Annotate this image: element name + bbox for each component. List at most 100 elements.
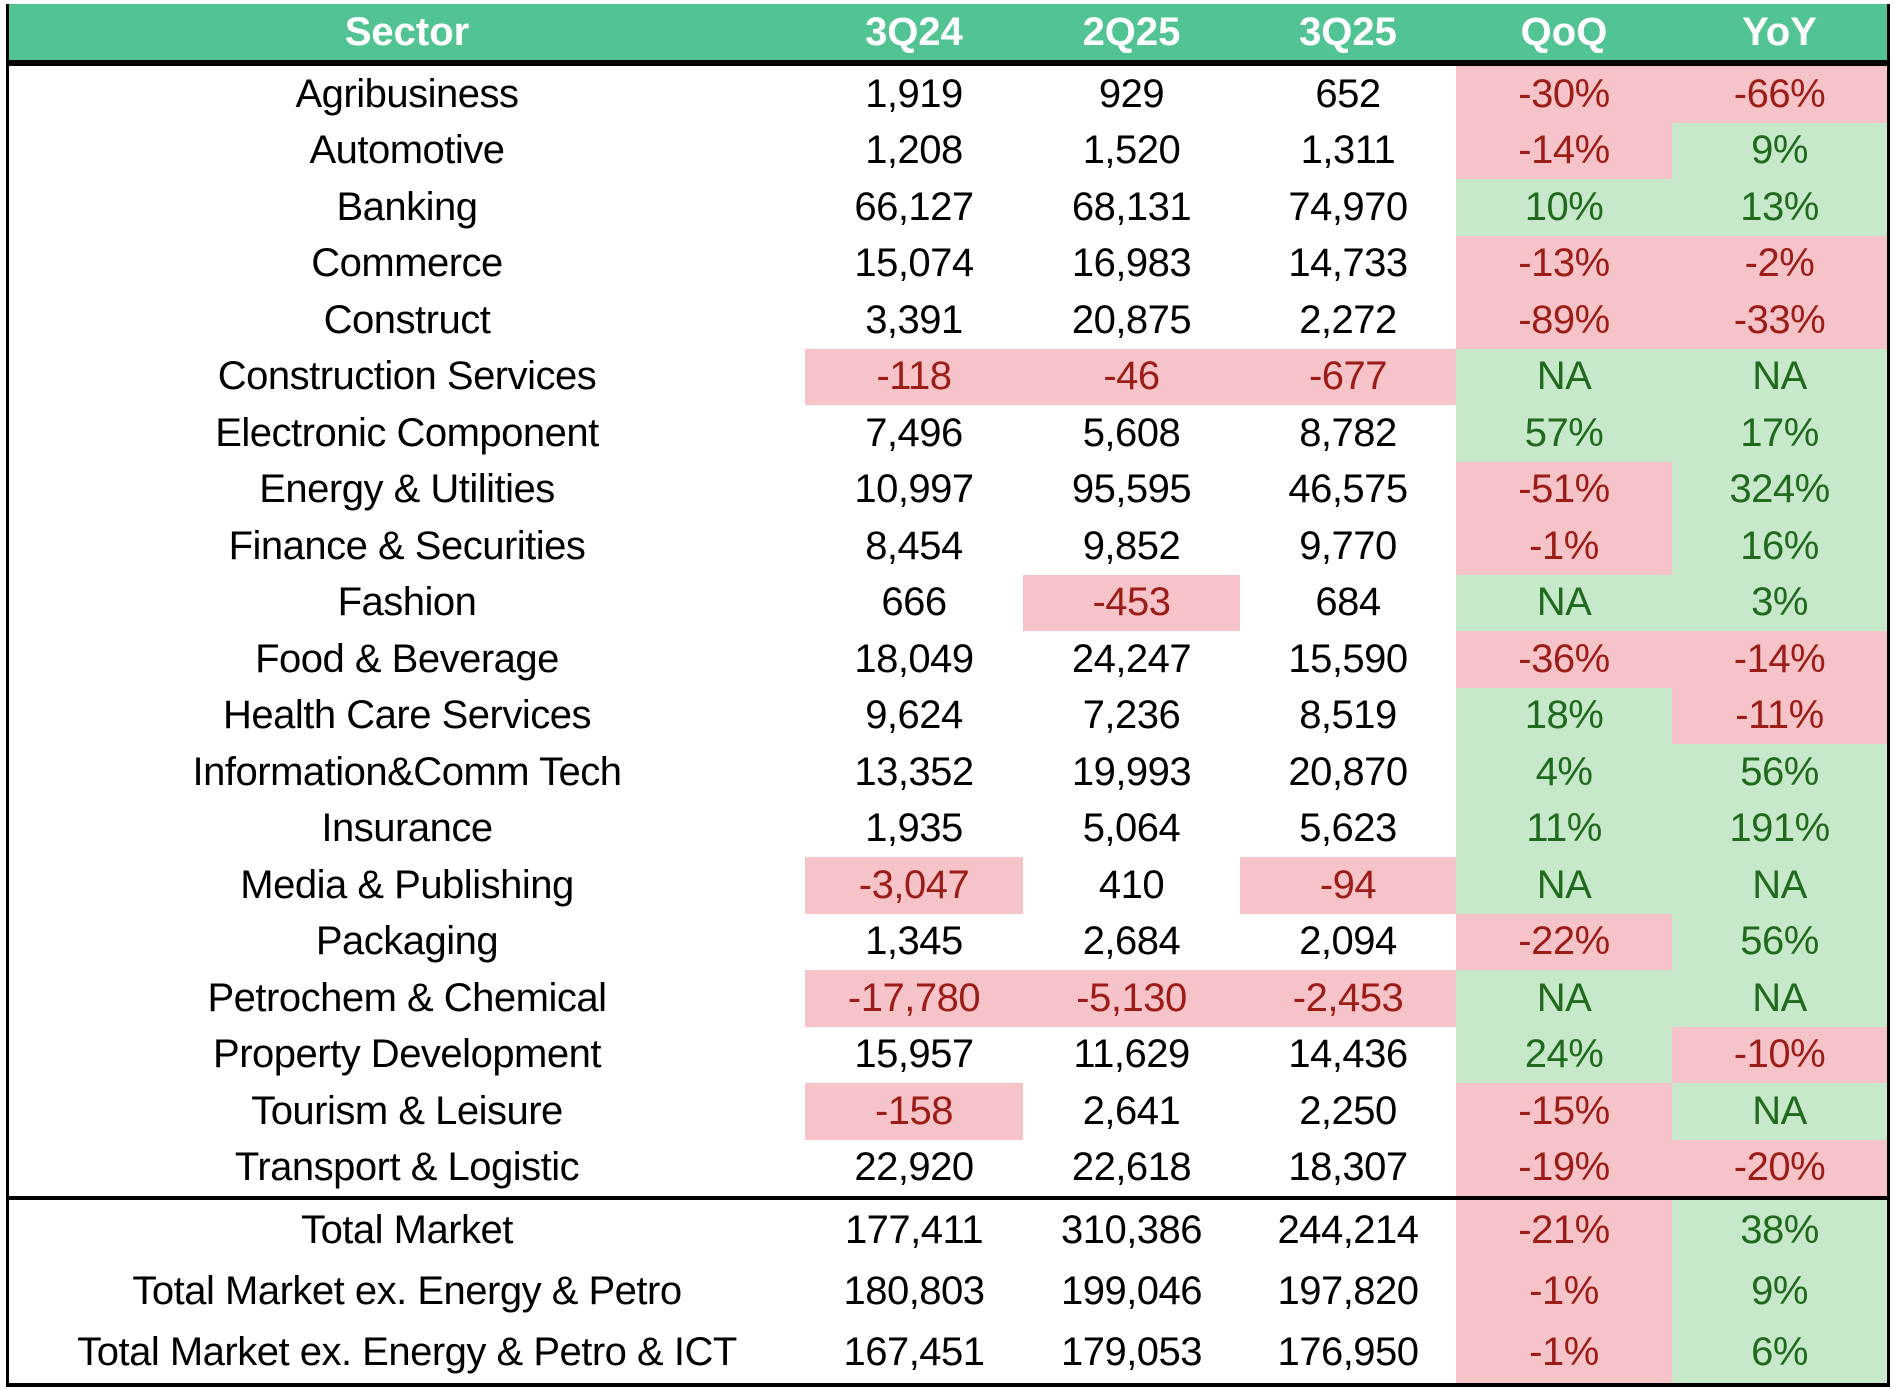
cell-yoy: 6%	[1672, 1322, 1887, 1383]
cell-q3-25: 1,311	[1300, 128, 1396, 173]
cell-q3-24: 18,049	[854, 636, 974, 681]
cell-sector: Agribusiness	[295, 71, 519, 116]
cell-q2-25: 24,247	[1071, 636, 1192, 681]
cell-qoq: -1%	[1456, 1261, 1672, 1322]
cell-q2-25: 179,053	[1060, 1330, 1203, 1374]
cell-qoq: NA	[1456, 348, 1672, 405]
table-row: Banking 66,127 68,131 74,970 10% 13%	[9, 179, 1887, 236]
cell-qoq: NA	[1456, 857, 1672, 914]
cell-yoy: 16%	[1672, 518, 1887, 575]
header-sector: Sector	[9, 4, 805, 66]
cell-q3-25: 14,436	[1288, 1032, 1408, 1077]
cell-q3-25: 46,575	[1288, 467, 1408, 512]
table-row: Energy & Utilities 10,997 95,595 46,575 -51%…	[9, 461, 1887, 518]
cell-sector: Total Market ex. Energy & Petro	[132, 1269, 682, 1313]
table-row: Finance & Securities 8,454 9,852 9,770 -1% 16…	[9, 518, 1887, 575]
cell-sector: Property Development	[213, 1032, 601, 1077]
cell-sector: Automotive	[309, 128, 505, 173]
table-row: Information&Comm Tech 13,352 19,993 20,870 4…	[9, 744, 1887, 801]
cell-q2-25: 11,629	[1073, 1032, 1190, 1077]
cell-q3-24: 10,997	[854, 467, 974, 512]
cell-sector: Packaging	[315, 919, 499, 964]
cell-q3-25: 2,272	[1299, 297, 1397, 342]
cell-qoq: NA	[1456, 574, 1672, 631]
cell-yoy: 3%	[1672, 574, 1887, 631]
cell-q3-25: 244,214	[1240, 1196, 1456, 1261]
cell-yoy: 13%	[1672, 179, 1887, 236]
table-row: Property Development 15,957 11,629 14,436 24…	[9, 1026, 1887, 1083]
table-row: Agribusiness 1,919 929 652 -30% -66%	[9, 63, 1887, 123]
cell-q2-25: 20,875	[1071, 297, 1192, 342]
table-row: Fashion 666 -453 684 NA 3%	[9, 574, 1887, 631]
table-row: Petrochem & Chemical -17,780 -5,130 -2,453 N…	[9, 970, 1887, 1027]
cell-sector: Information&Comm Tech	[192, 749, 622, 794]
cell-yoy: NA	[1672, 1083, 1887, 1140]
cell-q3-24: 13,352	[854, 749, 974, 794]
cell-q3-24: 9,624	[865, 693, 963, 738]
cell-yoy: -10%	[1672, 1026, 1887, 1083]
cell-q2-25: 16,983	[1071, 241, 1192, 286]
cell-qoq: -1%	[1456, 518, 1672, 575]
cell-q2-25: 2,641	[1082, 1088, 1181, 1133]
cell-q3-25: -2,453	[1240, 970, 1456, 1027]
cell-sector: Construct	[323, 297, 491, 342]
cell-q3-25: -94	[1240, 857, 1456, 914]
cell-q3-24: 15,074	[854, 241, 974, 286]
cell-q2-25: 310,386	[1023, 1196, 1240, 1261]
cell-qoq: 10%	[1456, 179, 1672, 236]
cell-qoq: -89%	[1456, 292, 1672, 349]
cell-yoy: 191%	[1672, 800, 1887, 857]
cell-q3-25: 20,870	[1288, 749, 1408, 794]
cell-q3-25: -677	[1240, 348, 1456, 405]
cell-qoq: -30%	[1456, 63, 1672, 123]
header-yoy: YoY	[1672, 4, 1887, 66]
cell-q3-24: 7,496	[865, 410, 963, 455]
cell-q2-25: 7,236	[1082, 693, 1181, 738]
cell-q2-25: 9,852	[1082, 523, 1181, 568]
cell-yoy: NA	[1672, 857, 1887, 914]
total-row: Total Market ex. Energy & Petro 180,803 19…	[9, 1261, 1887, 1322]
cell-yoy: 56%	[1672, 913, 1887, 970]
cell-sector: Petrochem & Chemical	[207, 975, 607, 1020]
cell-yoy: 9%	[1672, 122, 1887, 179]
cell-q2-25: 5,064	[1082, 806, 1181, 851]
cell-q3-25: 684	[1315, 580, 1381, 625]
cell-yoy: -14%	[1672, 631, 1887, 688]
table-row: Food & Beverage 18,049 24,247 15,590 -36% -14…	[9, 631, 1887, 688]
cell-yoy: 17%	[1672, 405, 1887, 462]
cell-qoq: 24%	[1456, 1026, 1672, 1083]
cell-q2-25: -453	[1023, 574, 1240, 631]
cell-q3-25: 652	[1315, 71, 1381, 116]
cell-yoy: -11%	[1672, 687, 1887, 744]
cell-sector: Insurance	[321, 806, 493, 851]
cell-yoy: 56%	[1672, 744, 1887, 801]
cell-q3-24: 1,345	[865, 919, 963, 964]
cell-q3-25: 176,950	[1277, 1330, 1419, 1374]
cell-sector: Energy & Utilities	[259, 467, 555, 512]
table-row: Tourism & Leisure -158 2,641 2,250 -15% NA	[9, 1083, 1887, 1140]
cell-q3-25: 15,590	[1288, 636, 1408, 681]
cell-yoy: NA	[1672, 348, 1887, 405]
cell-sector: Health Care Services	[223, 693, 591, 738]
cell-q3-25: 5,623	[1299, 806, 1397, 851]
cell-yoy: -2%	[1672, 235, 1887, 292]
cell-sector: Commerce	[311, 241, 503, 286]
cell-qoq: 4%	[1456, 744, 1672, 801]
header-q3-24: 3Q24	[805, 4, 1023, 66]
cell-q3-25: 197,820	[1277, 1269, 1419, 1313]
table-row: Construction Services -118 -46 -677 NA NA	[9, 348, 1887, 405]
total-row: Total Market ex. Energy & Petro & ICT 167…	[9, 1322, 1887, 1383]
cell-q3-24: 22,920	[854, 1145, 974, 1190]
header-qoq: QoQ	[1456, 4, 1672, 66]
cell-qoq: -22%	[1456, 913, 1672, 970]
cell-q2-25: 199,046	[1060, 1269, 1203, 1313]
cell-q3-25: 18,307	[1288, 1145, 1408, 1190]
cell-q3-25: 2,094	[1299, 919, 1397, 964]
cell-sector: Food & Beverage	[255, 636, 559, 681]
cell-sector: Media & Publishing	[240, 862, 574, 907]
cell-qoq: 11%	[1456, 800, 1672, 857]
sector-earnings-table: Sector 3Q24 2Q25 3Q25 QoQ YoY Agribusiness 1,9…	[6, 4, 1890, 1387]
cell-yoy: -66%	[1672, 63, 1887, 123]
cell-sector: Electronic Component	[215, 410, 599, 455]
cell-sector: Construction Services	[217, 354, 597, 399]
